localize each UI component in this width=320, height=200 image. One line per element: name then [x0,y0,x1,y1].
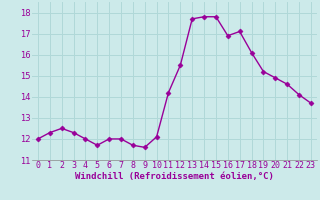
X-axis label: Windchill (Refroidissement éolien,°C): Windchill (Refroidissement éolien,°C) [75,172,274,181]
